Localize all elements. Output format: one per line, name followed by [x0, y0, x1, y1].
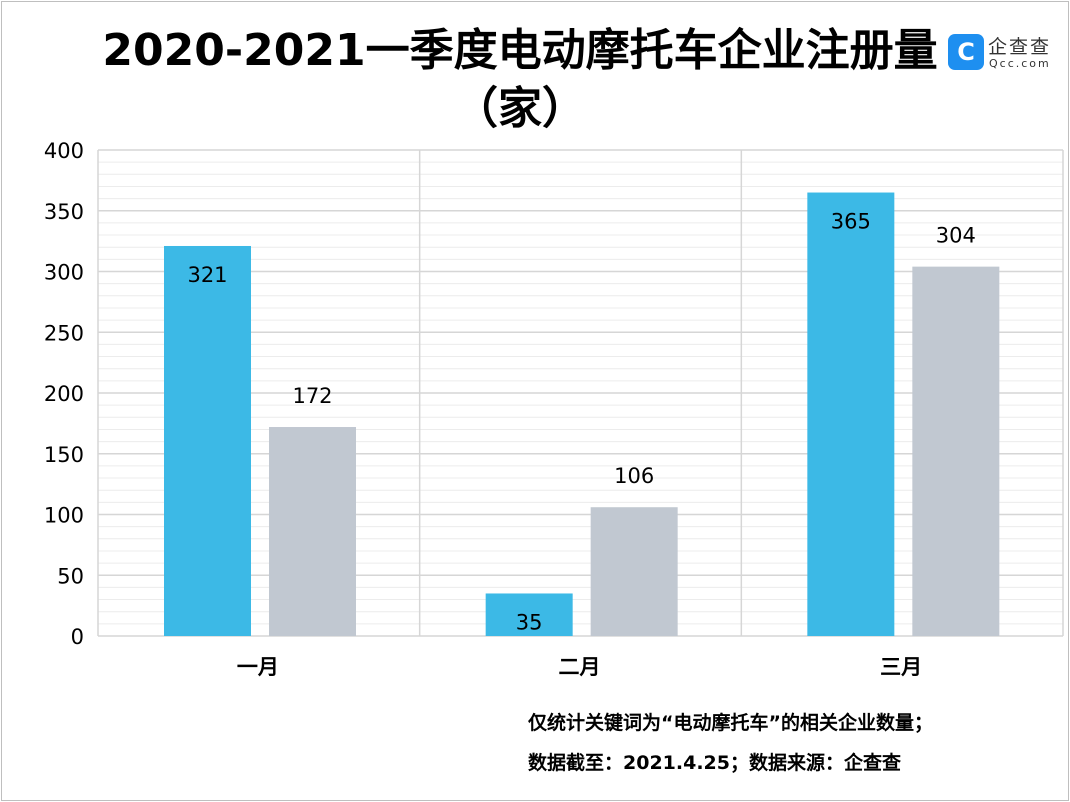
footnote-source: 数据截至：2021.4.25；数据来源：企查查 — [528, 752, 901, 774]
qcc-logo-icon: C — [948, 34, 984, 70]
data-label: 304 — [936, 224, 976, 248]
y-tick-label: 0 — [71, 625, 84, 649]
y-tick-label: 200 — [44, 382, 84, 406]
y-tick-label: 300 — [44, 261, 84, 285]
y-tick-label: 250 — [44, 321, 84, 345]
bar-1 — [807, 192, 895, 636]
qcc-logo: C 企查查 Qcc.com — [948, 32, 1058, 76]
bar-1 — [485, 593, 573, 636]
y-tick-label: 400 — [44, 139, 84, 163]
footnote-scope: 仅统计关键词为“电动摩托车”的相关企业数量； — [528, 712, 933, 734]
data-label: 321 — [187, 263, 227, 287]
data-label: 172 — [292, 384, 332, 408]
y-tick-label: 350 — [44, 200, 84, 224]
chart-title: 2020-2021一季度电动摩托车企业注册量（家） — [102, 25, 938, 134]
logo-name: 企查查 — [988, 36, 1052, 58]
bar-2 — [912, 266, 1000, 636]
y-tick-label: 100 — [44, 504, 84, 528]
x-tick-label: 三月 — [880, 655, 922, 679]
bar-2 — [590, 507, 678, 636]
x-tick-label: 二月 — [559, 655, 601, 679]
x-tick-label: 一月 — [237, 655, 279, 679]
bar-1 — [164, 245, 251, 637]
bar-2 — [269, 427, 356, 636]
y-tick-label: 50 — [57, 564, 84, 588]
data-label: 365 — [831, 210, 871, 234]
y-tick-label: 150 — [44, 443, 84, 467]
data-label: 106 — [614, 464, 654, 488]
logo-domain: Qcc.com — [989, 57, 1051, 70]
data-label: 35 — [516, 610, 543, 634]
